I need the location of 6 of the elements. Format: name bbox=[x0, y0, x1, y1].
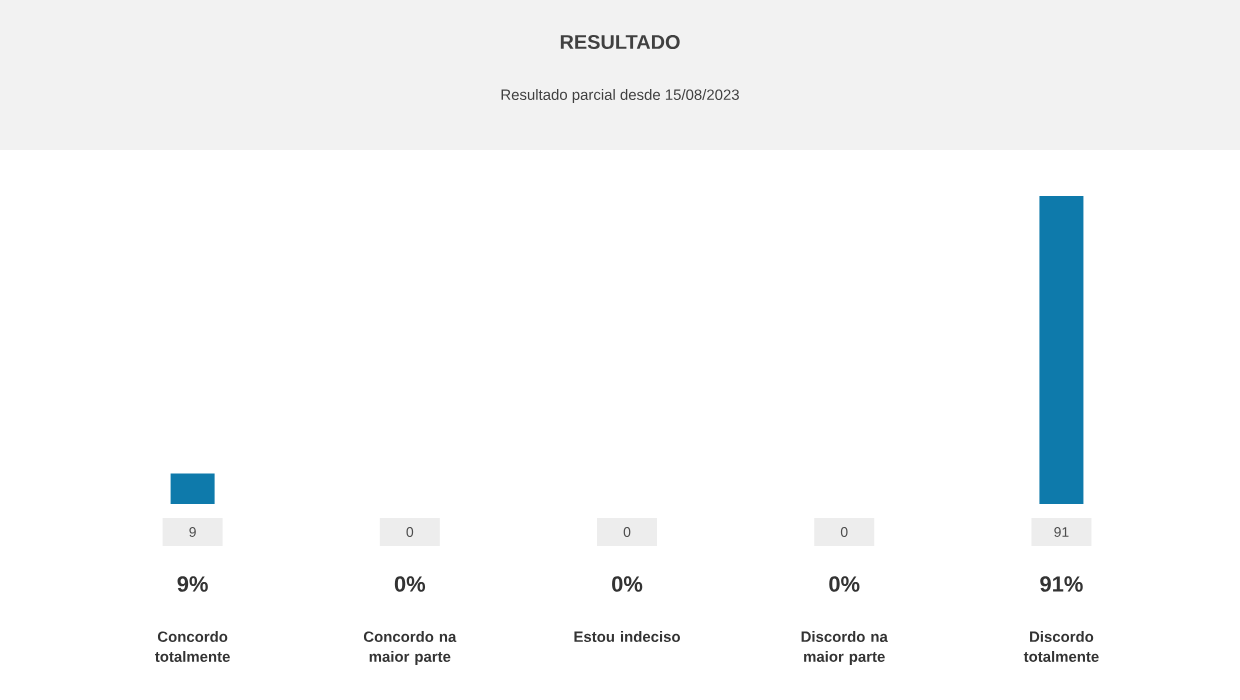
text: 0% bbox=[394, 576, 426, 592]
text: 0% bbox=[829, 576, 860, 592]
text: 0% bbox=[612, 576, 643, 592]
chart-title: RESULTADO bbox=[560, 34, 680, 50]
text: 91% bbox=[1040, 576, 1083, 592]
text: 9% bbox=[177, 576, 208, 592]
